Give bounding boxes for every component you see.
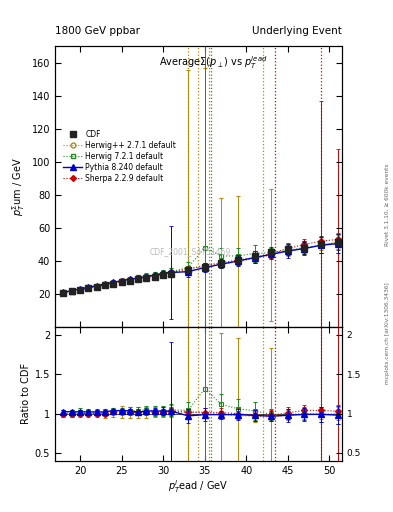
Text: mcplots.cern.ch [arXiv:1306.3436]: mcplots.cern.ch [arXiv:1306.3436] [385, 282, 390, 383]
Text: Underlying Event: Underlying Event [252, 26, 342, 36]
Legend: CDF, Herwig++ 2.7.1 default, Herwig 7.2.1 default, Pythia 8.240 default, Sherpa : CDF, Herwig++ 2.7.1 default, Herwig 7.2.… [62, 129, 178, 184]
Text: 1800 GeV ppbar: 1800 GeV ppbar [55, 26, 140, 36]
Text: CDF_2001_S4751469: CDF_2001_S4751469 [149, 247, 230, 255]
Y-axis label: $p_T^{\Sigma}$um / GeV: $p_T^{\Sigma}$um / GeV [11, 157, 28, 216]
Text: Average$\Sigma(p_\perp)$ vs $p_T^{lead}$: Average$\Sigma(p_\perp)$ vs $p_T^{lead}$ [158, 54, 267, 71]
Text: Rivet 3.1.10, ≥ 600k events: Rivet 3.1.10, ≥ 600k events [385, 163, 390, 246]
Y-axis label: Ratio to CDF: Ratio to CDF [20, 364, 31, 424]
X-axis label: $p_T^l$ead / GeV: $p_T^l$ead / GeV [168, 478, 229, 495]
